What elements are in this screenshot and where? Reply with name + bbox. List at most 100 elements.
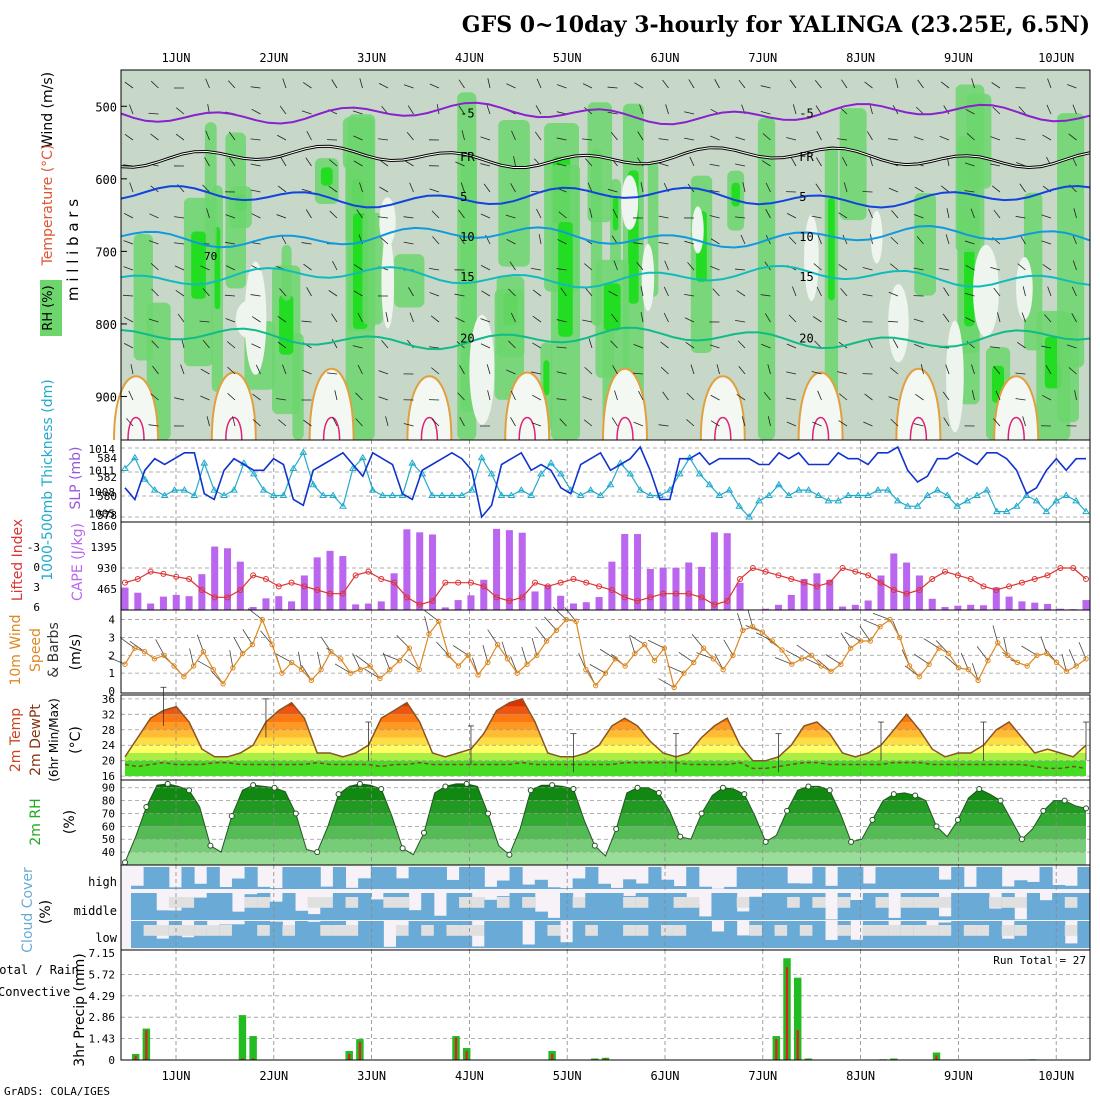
- wind10m-panel: 4 3 2 1 0 10m Wind Speed & Barbs (m/s): [8, 606, 1091, 698]
- cloud-cell: [1039, 900, 1053, 920]
- upper-wind-barb: [585, 288, 593, 297]
- bl-hot-contour: [1007, 417, 1025, 441]
- wind-y-tick: 1: [108, 667, 115, 680]
- upper-wind-barb: [129, 182, 134, 193]
- upper-wind-barb: [971, 390, 975, 401]
- wind10m-marker: [975, 677, 981, 683]
- rh-dry-pocket: [888, 284, 909, 363]
- wind10m-barb: [960, 652, 969, 670]
- bottom-day-label: 3JUN: [357, 1069, 386, 1083]
- cloud-cell: [231, 924, 246, 948]
- upper-wind-barb: [353, 264, 363, 271]
- bl-warm-contour: [993, 375, 1040, 441]
- cloud-cell: [711, 931, 725, 948]
- lifted-index-marker: [813, 583, 820, 590]
- cloud-row-label: middle: [74, 904, 117, 918]
- cape-bar: [774, 604, 783, 610]
- wind10m-marker: [985, 657, 991, 664]
- upper-wind-barb: [709, 215, 720, 219]
- cape-bar: [698, 566, 706, 610]
- upper-wind-barb: [867, 338, 873, 349]
- lifted-index-marker: [224, 594, 231, 601]
- upper-wind-barb: [1042, 134, 1052, 141]
- wind10m-marker: [651, 657, 658, 664]
- wind10m-marker: [514, 670, 520, 676]
- upper-wind-barb: [531, 422, 542, 427]
- upper-wind-barb: [385, 416, 389, 427]
- upper-wind-barb: [282, 364, 287, 375]
- upper-wind-barb: [660, 341, 669, 349]
- precip-convective-bar: [935, 1055, 938, 1060]
- isotherm-label: 20: [460, 331, 474, 345]
- cloud-gap: [875, 897, 889, 908]
- upper-wind-barb: [1019, 235, 1026, 245]
- upper-y-tick: 900: [95, 390, 117, 404]
- wind10m-barb: [658, 678, 675, 688]
- upper-label-rh: RH (%): [41, 285, 56, 330]
- cloud-cell: [307, 914, 321, 920]
- upper-wind-barb: [990, 136, 1001, 141]
- rh-marker: [741, 791, 748, 798]
- upper-wind-barb: [1016, 162, 1026, 167]
- rh-marker: [506, 851, 513, 858]
- cloud-cell: [307, 867, 321, 889]
- rh-bands: [125, 783, 1086, 865]
- lifted-index-marker: [877, 579, 884, 586]
- cloud-cell: [862, 883, 876, 889]
- cloud-cell: [421, 893, 435, 920]
- wind10m-marker: [769, 638, 775, 644]
- upper-wind-barb: [945, 234, 950, 245]
- cloud-gap: [345, 897, 359, 908]
- precip-y-tick: 7.15: [89, 947, 116, 960]
- cape-bar: [454, 600, 462, 610]
- rh-marker: [463, 780, 470, 787]
- cloud-cell: [686, 904, 700, 920]
- rh-dry-pocket: [946, 320, 964, 433]
- cape-bar: [595, 597, 603, 610]
- upper-wind-barb: [250, 86, 261, 89]
- cloud-gap: [913, 925, 927, 936]
- cloud-gap: [686, 897, 700, 908]
- temp-band: [125, 760, 1086, 777]
- upper-wind-barb: [174, 216, 185, 219]
- cloud-gap: [547, 925, 561, 936]
- wind10m-barb: [935, 640, 950, 654]
- thickness-marker: [913, 502, 922, 509]
- rh-band: [125, 787, 1086, 801]
- wind10m-marker: [416, 666, 422, 673]
- cloud-cell: [736, 935, 750, 948]
- upper-label-wind: Wind (m/s): [40, 72, 56, 148]
- upper-wind-barb: [558, 211, 567, 219]
- upper-wind-barb: [684, 293, 695, 297]
- cloud-cell: [812, 921, 826, 948]
- upper-wind-barb: [990, 163, 1001, 167]
- upper-wind-barb: [278, 419, 287, 427]
- upper-wind-barb: [1068, 133, 1077, 141]
- thickness-marker: [487, 469, 496, 477]
- upper-wind-barb: [869, 156, 873, 167]
- wind10m-marker: [740, 627, 746, 633]
- upper-wind-barb: [663, 312, 669, 323]
- lifted-index-marker: [1083, 576, 1089, 582]
- cape-bar: [685, 562, 693, 610]
- cape-bar: [364, 603, 372, 610]
- wind10m-barb: [804, 657, 822, 667]
- wind10m-barb: [629, 634, 645, 645]
- wind10m-barb: [233, 637, 244, 654]
- upper-wind-barb: [1018, 106, 1026, 115]
- thickness-y-tick: 580: [97, 490, 117, 503]
- thickness-marker: [259, 486, 268, 493]
- upper-wind-barb: [816, 286, 822, 297]
- upper-wind-barb: [150, 393, 159, 401]
- rh-moist-column: [494, 289, 525, 400]
- wind10m-barb: [242, 629, 253, 645]
- cape-label: CAPE (J/kg): [70, 523, 86, 601]
- thickness-marker: [923, 491, 932, 498]
- upper-wind-barb: [740, 234, 746, 245]
- cloud-gap: [913, 897, 927, 908]
- upper-wind-barb: [1015, 215, 1026, 219]
- thickness-marker: [527, 491, 536, 498]
- cloud-gap: [421, 925, 435, 936]
- upper-wind-barb: [587, 182, 593, 193]
- cloud-cell: [156, 938, 170, 948]
